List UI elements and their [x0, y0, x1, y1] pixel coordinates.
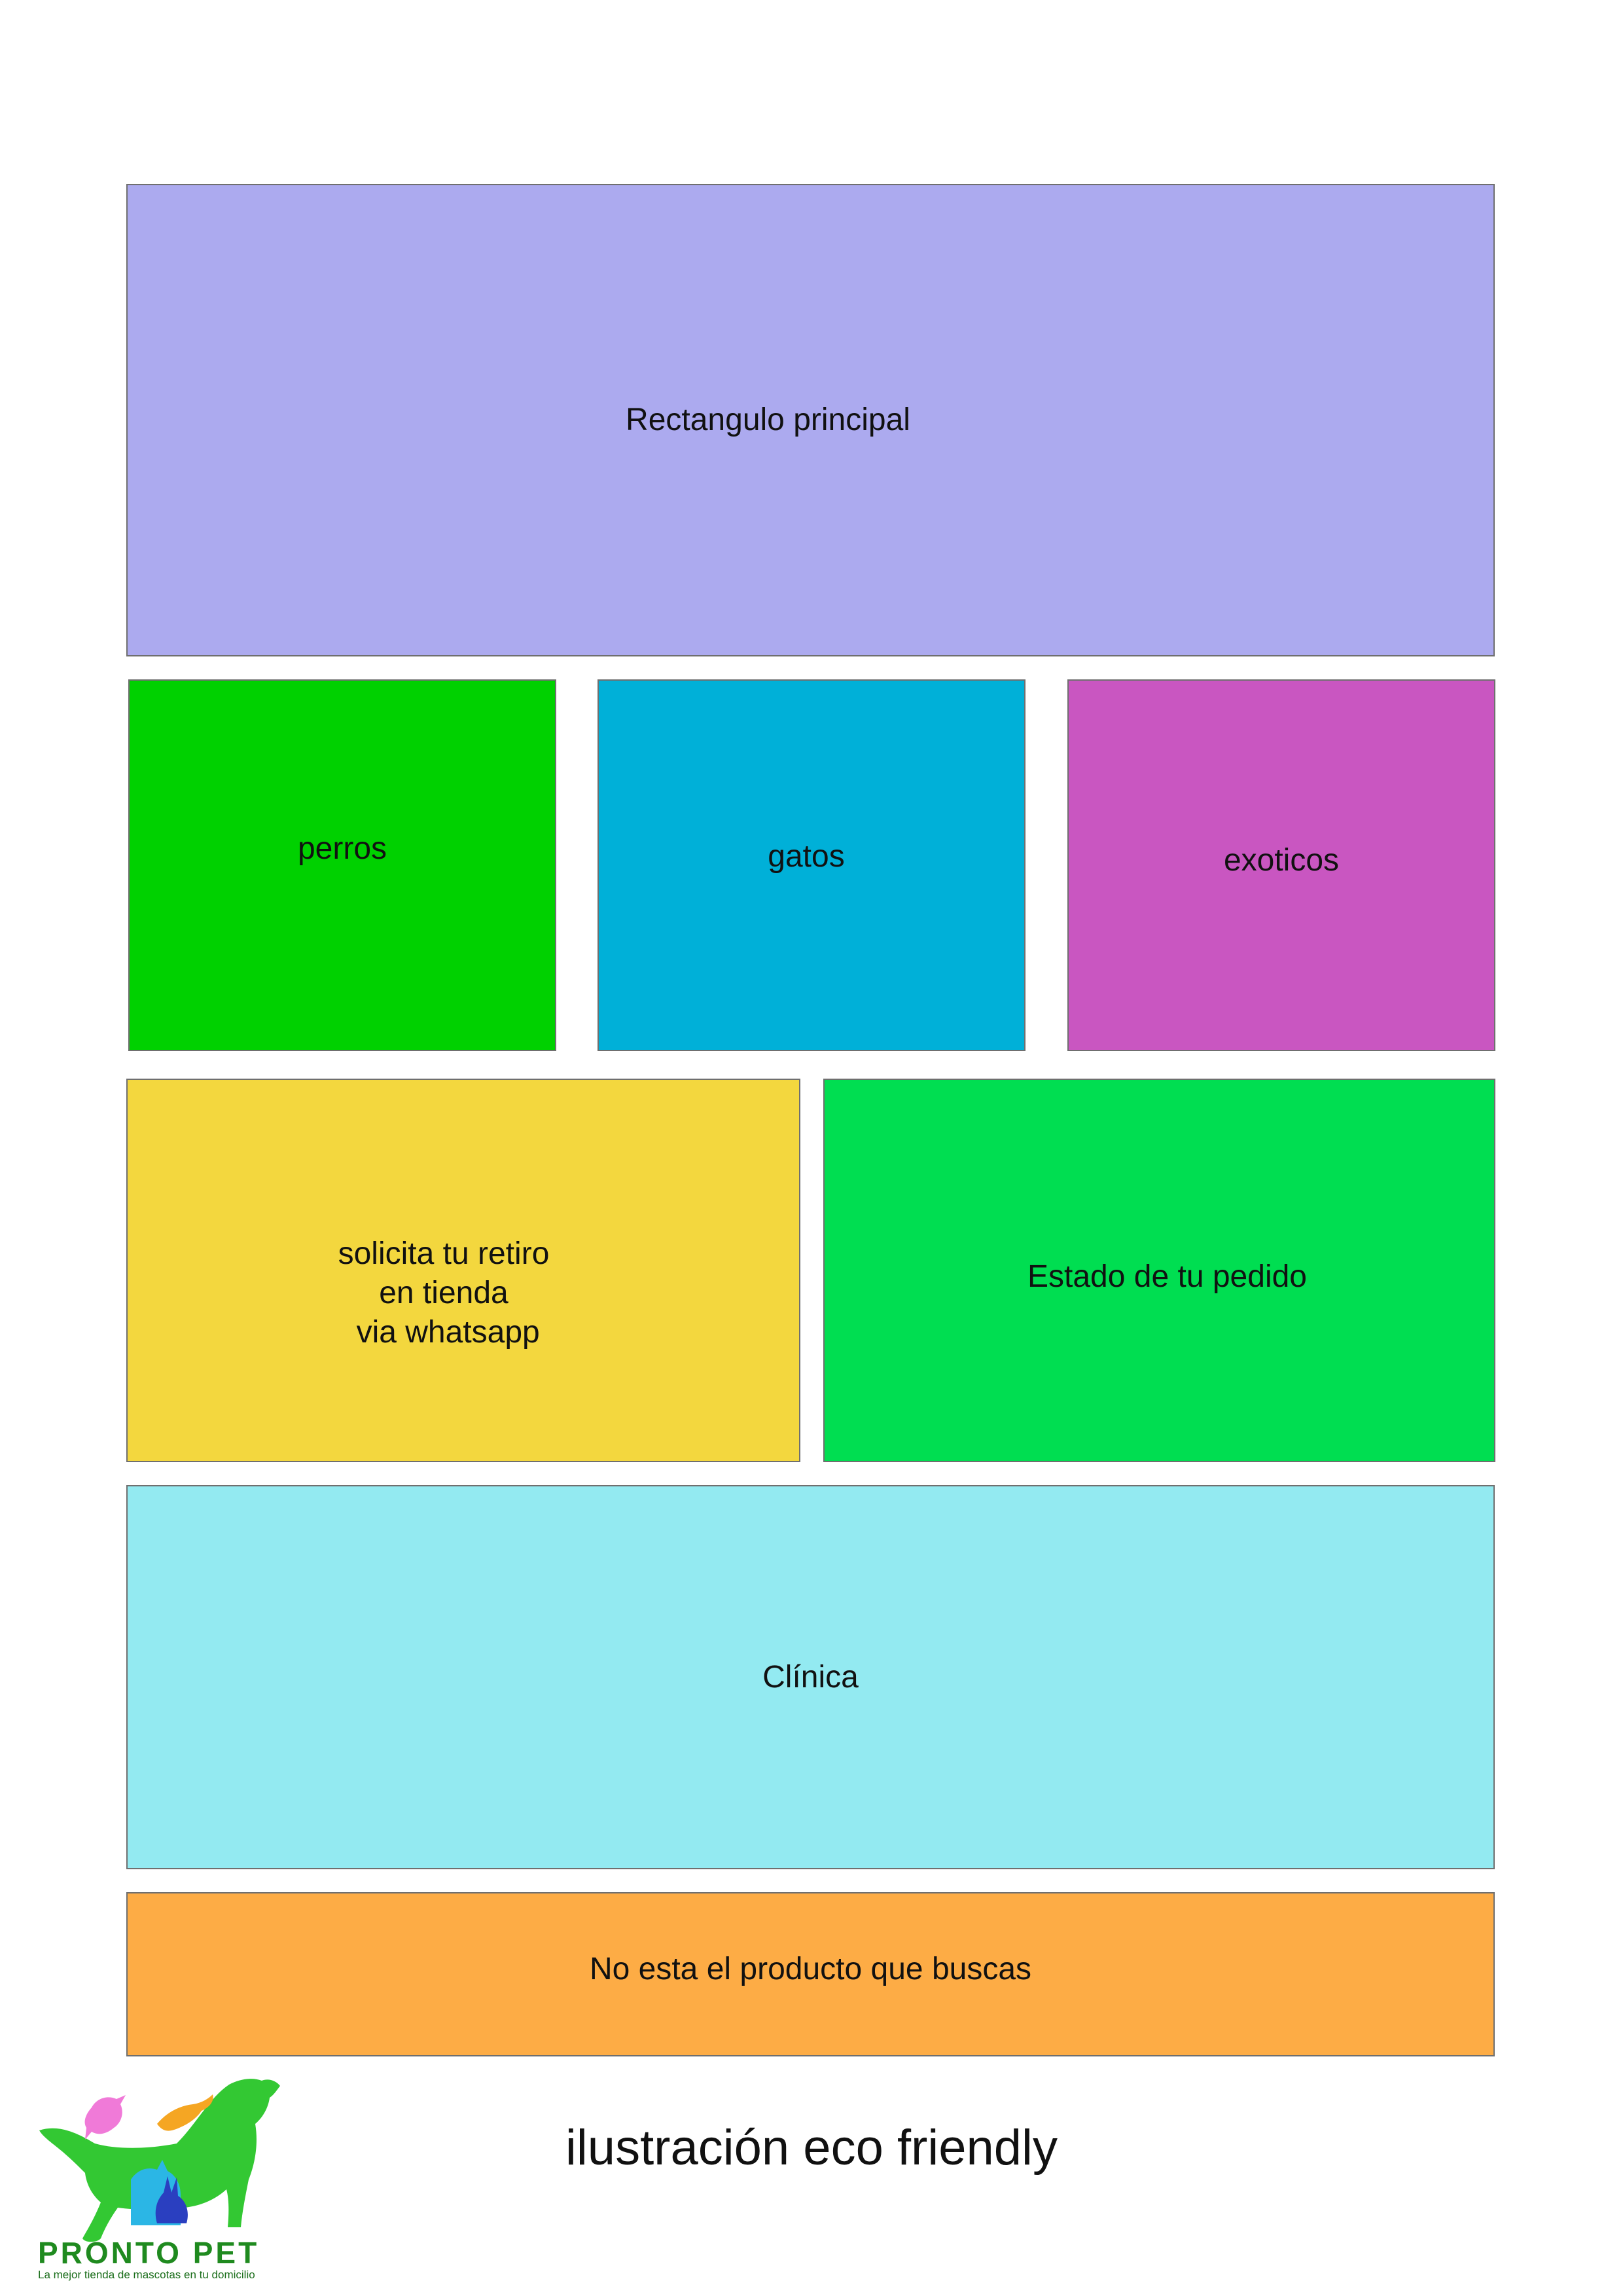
- main-rectangle[interactable]: Rectangulo principal: [126, 184, 1495, 656]
- category-exoticos-label: exoticos: [1223, 843, 1340, 878]
- order-status-label: Estado de tu pedido: [1027, 1259, 1307, 1294]
- store-pickup-line-2: en tienda: [379, 1276, 508, 1310]
- store-pickup-line-3: via whatsapp: [348, 1315, 540, 1350]
- bird-icon: [84, 2095, 126, 2140]
- order-status[interactable]: Estado de tu pedido: [823, 1079, 1495, 1462]
- category-perros[interactable]: perros: [128, 679, 556, 1051]
- store-pickup-line-1: solicita tu retiro: [338, 1236, 550, 1271]
- pronto-pet-logo: [39, 2079, 280, 2242]
- category-exoticos[interactable]: exoticos: [1067, 679, 1495, 1051]
- category-gatos[interactable]: gatos: [597, 679, 1026, 1051]
- category-perros-label: perros: [297, 831, 387, 866]
- brand-name: PRONTO PET: [38, 2236, 260, 2270]
- clinic-label: Clínica: [762, 1659, 859, 1695]
- clinic-section[interactable]: Clínica: [126, 1485, 1495, 1869]
- rabbit-icon: [155, 2176, 188, 2223]
- store-pickup-text: solicita tu retiro en tienda via whatsap…: [338, 1211, 569, 1350]
- brand-tagline: La mejor tienda de mascotas en tu domici…: [38, 2269, 255, 2281]
- category-gatos-label: gatos: [768, 839, 845, 874]
- product-not-found-banner[interactable]: No esta el producto que buscas: [126, 1892, 1495, 2056]
- eco-illustration-caption: ilustración eco friendly: [565, 2120, 1058, 2176]
- store-pickup-whatsapp[interactable]: solicita tu retiro en tienda via whatsap…: [126, 1079, 800, 1462]
- dog-icon: [39, 2079, 280, 2242]
- lizard-icon: [157, 2094, 213, 2131]
- main-rectangle-label: Rectangulo principal: [626, 403, 910, 437]
- product-not-found-label: No esta el producto que buscas: [589, 1951, 1032, 1986]
